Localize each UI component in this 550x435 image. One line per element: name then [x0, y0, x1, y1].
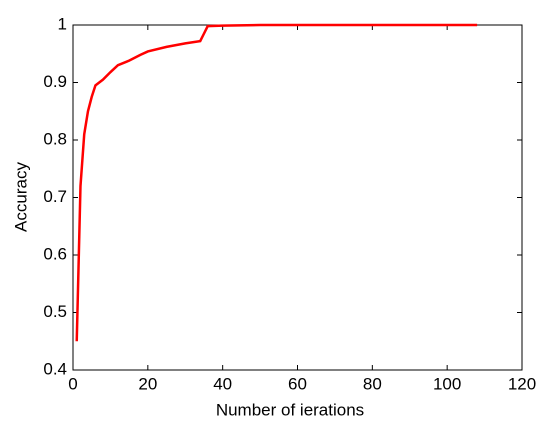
data-line	[75, 23, 478, 342]
x-tick-label: 120	[508, 374, 536, 393]
x-tick-label: 100	[433, 374, 461, 393]
x-tick-label: 40	[213, 374, 232, 393]
x-tick-label: 80	[363, 374, 382, 393]
x-tick-label: 20	[138, 374, 157, 393]
x-tick-label: 0	[68, 374, 77, 393]
x-axis-label: Number of ierations	[216, 400, 364, 419]
y-tick-label: 0.4	[43, 359, 67, 378]
plot-frame	[72, 24, 523, 371]
y-tick-label: 0.6	[43, 244, 67, 263]
y-tick-label: 0.5	[43, 302, 67, 321]
y-tick-label: 0.7	[43, 187, 67, 206]
x-tick-label: 60	[288, 374, 307, 393]
y-tick-label: 0.8	[43, 129, 67, 148]
y-tick-label: 0.9	[43, 72, 67, 91]
y-axis-label: Accuracy	[11, 162, 30, 232]
y-tick-label: 1	[58, 14, 67, 33]
